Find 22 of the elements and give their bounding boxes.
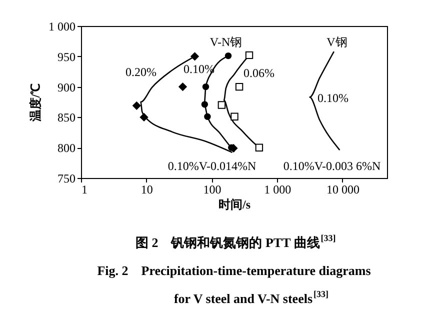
y-tick-label: 950 [58, 50, 76, 64]
annotation: V-N钢 [210, 35, 242, 49]
y-tick-label: 850 [58, 110, 76, 125]
annotation: V钢 [326, 35, 348, 49]
annotation: 0.10%V-0.014%N [168, 159, 256, 173]
x-tick-label: 10 [140, 182, 153, 196]
annotation: 0.10% [184, 62, 214, 76]
x-tick-label: 1 000 [264, 182, 292, 196]
annotation: 0.10%V-0.003 6%N [283, 159, 381, 173]
y-tick-label: 800 [58, 141, 76, 156]
annotation: 0.10% [318, 91, 348, 105]
text: Fig. 2 Precipitation-time-temperature diagrams [97, 263, 371, 278]
y-axis-title: 温度/℃ [28, 83, 42, 123]
x-tick-label: 1 [82, 182, 88, 196]
y-tick-label: 750 [58, 172, 76, 186]
annotation: 0.06% [244, 66, 274, 80]
y-tick-label: 1 000 [48, 20, 76, 34]
x-tick-label: 100 [203, 182, 222, 196]
x-tick-label: 10 000 [326, 182, 360, 196]
annotation: 0.20% [126, 65, 156, 79]
x-axis-title: 时间/s [218, 198, 251, 212]
y-tick-label: 900 [58, 80, 76, 94]
